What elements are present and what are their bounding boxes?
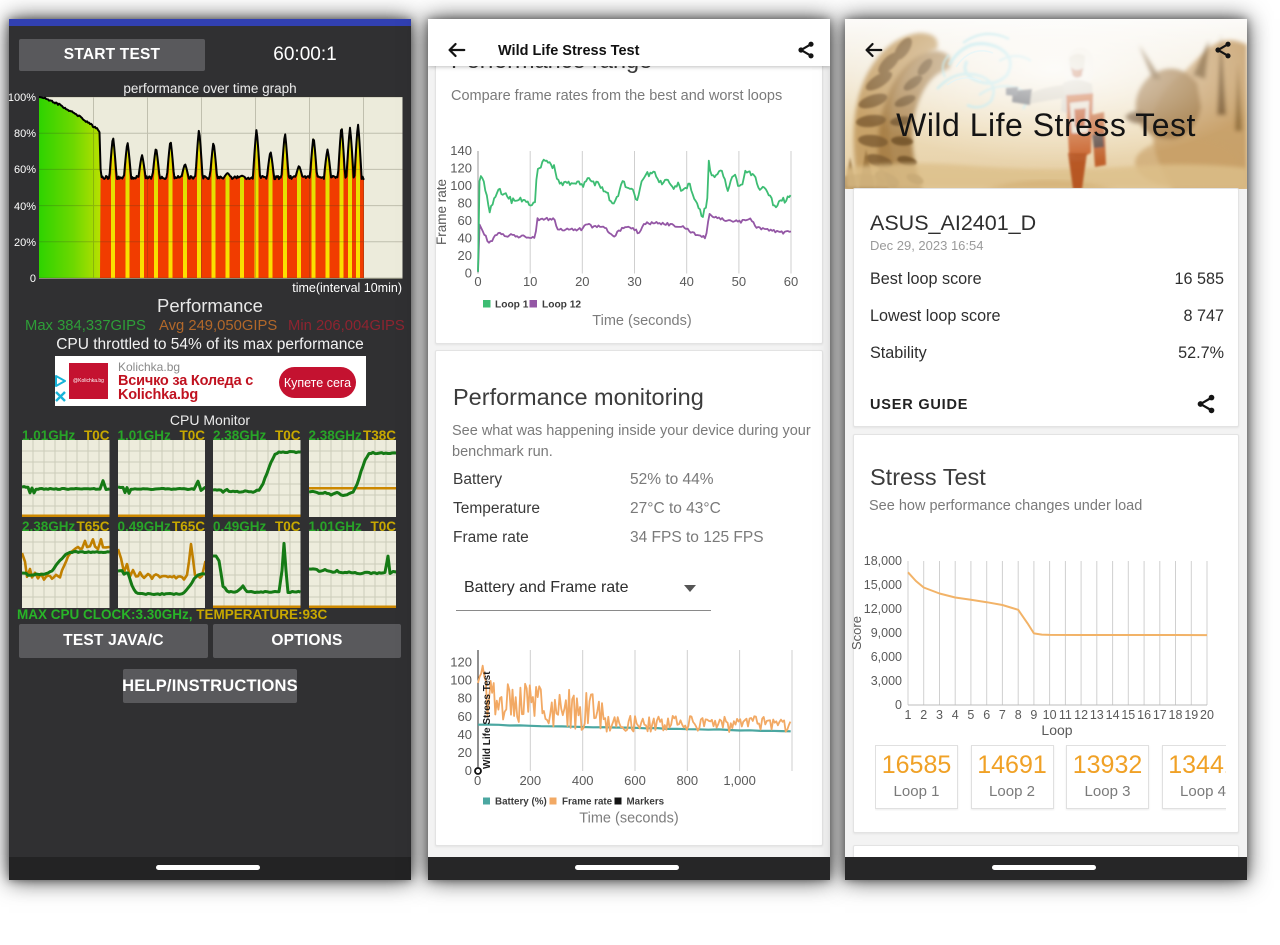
svg-text:400: 400 — [572, 773, 594, 788]
svg-text:7: 7 — [999, 708, 1006, 722]
svg-text:10: 10 — [1043, 708, 1057, 722]
svg-text:50: 50 — [732, 274, 746, 289]
svg-text:Wild Life Stress Test: Wild Life Stress Test — [482, 671, 493, 769]
svg-text:20: 20 — [458, 248, 472, 263]
svg-text:15,000: 15,000 — [864, 578, 902, 592]
svg-text:Loop 1: Loop 1 — [495, 300, 529, 311]
svg-text:10: 10 — [523, 274, 537, 289]
svg-text:20: 20 — [1200, 708, 1214, 722]
svg-text:0: 0 — [474, 773, 481, 788]
svg-text:3: 3 — [936, 708, 943, 722]
svg-text:6,000: 6,000 — [871, 650, 902, 664]
svg-text:9: 9 — [1030, 708, 1037, 722]
svg-text:200: 200 — [519, 773, 541, 788]
svg-text:12: 12 — [1074, 708, 1088, 722]
svg-text:60: 60 — [458, 213, 472, 228]
svg-text:60: 60 — [784, 274, 798, 289]
svg-text:100: 100 — [450, 178, 472, 193]
svg-text:time(interval 10min): time(interval 10min) — [292, 281, 402, 295]
svg-text:80%: 80% — [14, 128, 36, 140]
svg-text:9,000: 9,000 — [871, 626, 902, 640]
svg-text:3,000: 3,000 — [871, 674, 902, 688]
svg-text:600: 600 — [624, 773, 646, 788]
svg-text:1: 1 — [905, 708, 912, 722]
svg-text:Frame rate: Frame rate — [562, 797, 613, 808]
svg-text:17: 17 — [1153, 708, 1167, 722]
svg-text:Loop: Loop — [1041, 722, 1072, 738]
svg-text:Battery (%): Battery (%) — [495, 797, 547, 808]
svg-text:40: 40 — [679, 274, 693, 289]
svg-text:100: 100 — [450, 673, 472, 688]
svg-text:18: 18 — [1169, 708, 1183, 722]
svg-text:Markers: Markers — [627, 797, 665, 808]
svg-text:0: 0 — [30, 273, 36, 285]
svg-text:60%: 60% — [14, 164, 36, 176]
svg-text:20: 20 — [458, 745, 472, 760]
svg-text:Time (seconds): Time (seconds) — [592, 313, 691, 329]
svg-text:1,000: 1,000 — [723, 773, 756, 788]
svg-text:20%: 20% — [14, 237, 36, 249]
svg-text:40: 40 — [458, 231, 472, 246]
svg-text:40: 40 — [458, 727, 472, 742]
svg-text:2: 2 — [920, 708, 927, 722]
svg-text:Score: Score — [849, 616, 864, 650]
svg-text:15: 15 — [1121, 708, 1135, 722]
svg-text:4: 4 — [952, 708, 959, 722]
svg-text:100%: 100% — [9, 92, 36, 104]
svg-text:Time (seconds): Time (seconds) — [579, 811, 678, 827]
svg-text:19: 19 — [1184, 708, 1198, 722]
svg-text:18,000: 18,000 — [864, 554, 902, 568]
svg-text:0: 0 — [474, 274, 481, 289]
svg-text:12,000: 12,000 — [864, 602, 902, 616]
svg-text:120: 120 — [450, 161, 472, 176]
svg-text:20: 20 — [575, 274, 589, 289]
svg-text:5: 5 — [967, 708, 974, 722]
svg-text:Loop 12: Loop 12 — [542, 300, 581, 311]
svg-text:80: 80 — [458, 691, 472, 706]
svg-text:40%: 40% — [14, 201, 36, 213]
svg-text:140: 140 — [450, 143, 472, 158]
svg-text:60: 60 — [458, 709, 472, 724]
svg-text:6: 6 — [983, 708, 990, 722]
svg-text:Frame rate: Frame rate — [434, 179, 449, 245]
svg-text:11: 11 — [1059, 708, 1072, 722]
svg-text:14: 14 — [1106, 708, 1120, 722]
svg-text:120: 120 — [450, 655, 472, 670]
svg-text:0: 0 — [465, 266, 472, 281]
svg-text:30: 30 — [627, 274, 641, 289]
svg-text:0: 0 — [465, 763, 472, 778]
svg-text:8: 8 — [1015, 708, 1022, 722]
svg-text:800: 800 — [676, 773, 698, 788]
svg-text:0: 0 — [895, 698, 902, 712]
svg-text:16: 16 — [1137, 708, 1151, 722]
svg-text:80: 80 — [458, 196, 472, 211]
svg-text:13: 13 — [1090, 708, 1104, 722]
